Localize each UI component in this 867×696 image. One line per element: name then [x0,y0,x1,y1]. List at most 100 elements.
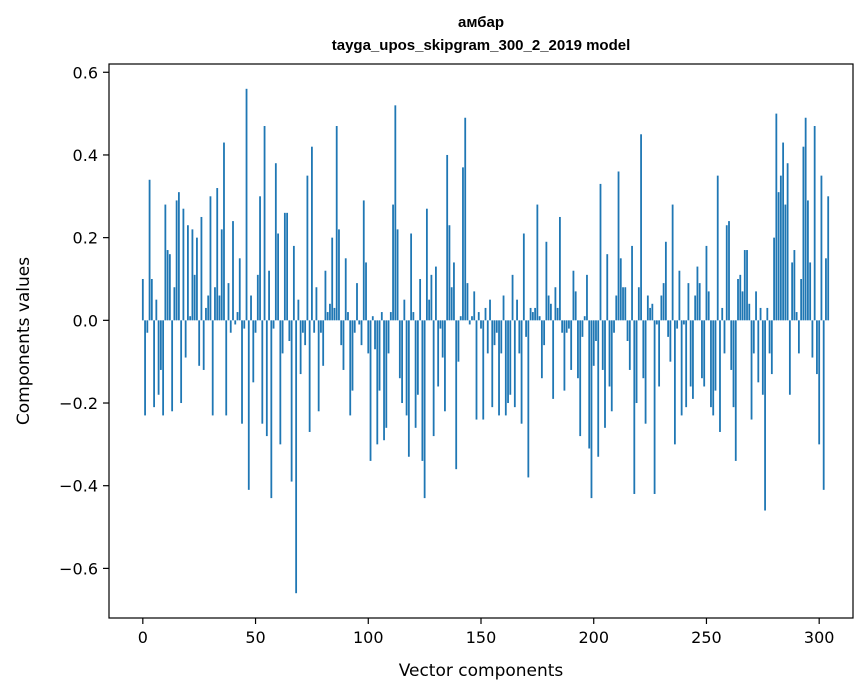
bar-13 [171,320,174,412]
bar-137 [450,287,453,321]
bar-304 [827,196,830,321]
bar-115 [401,320,403,404]
bar-98 [362,200,365,321]
bar-300 [818,320,821,445]
bar-205 [604,320,606,428]
bar-21 [189,316,192,321]
bar-302 [822,320,825,490]
bar-40 [232,221,234,321]
bar-7 [157,320,160,395]
bar-153 [486,320,489,354]
bar-285 [784,204,787,321]
bar-149 [477,312,480,321]
bar-32 [214,287,216,321]
y-tick-label: 0.4 [73,146,98,165]
bar-229 [658,320,661,387]
bar-256 [719,320,721,432]
bar-230 [660,295,663,321]
bar-243 [689,320,692,387]
y-tick-label: 0.2 [73,229,98,248]
bar-303 [825,258,827,321]
bar-132 [439,320,442,329]
bar-223 [644,320,647,424]
bar-70 [299,320,302,375]
bar-287 [788,320,791,395]
bar-15 [175,200,178,321]
bar-31 [211,320,214,416]
bar-187 [563,320,566,391]
bar-245 [694,295,697,321]
bar-1 [144,320,146,416]
bar-110 [389,312,392,321]
bar-64 [286,212,289,321]
bar-20 [187,225,189,321]
bar-146 [471,316,473,321]
bar-257 [721,307,724,321]
bar-27 [202,320,205,370]
bar-288 [791,262,794,321]
bar-292 [800,278,803,321]
x-tick-label: 100 [353,628,384,647]
bar-277 [766,307,769,321]
bar-180 [547,295,550,321]
bar-55 [265,320,268,437]
bar-141 [459,316,462,321]
bar-195 [581,320,584,337]
bar-139 [455,320,458,470]
bar-134 [444,320,446,412]
bar-148 [475,320,478,420]
bar-167 [518,320,521,354]
bar-118 [407,320,410,457]
bar-193 [577,320,579,379]
y-tick-label: 0.6 [73,63,98,82]
bar-225 [649,307,651,321]
bar-160 [502,295,505,321]
bar-261 [730,320,733,370]
bar-14 [173,287,176,321]
bar-280 [773,237,775,321]
bar-133 [441,320,444,358]
x-tick-label: 150 [466,628,497,647]
bar-163 [509,320,512,395]
bar-269 [748,303,751,321]
bar-202 [597,320,600,457]
bar-147 [473,291,476,321]
bar-232 [664,241,667,321]
bar-65 [288,320,291,341]
bar-9 [162,320,165,416]
bar-270 [750,320,753,420]
y-tick-label: −0.6 [59,559,98,578]
x-tick-label: 250 [691,628,722,647]
bar-296 [809,262,812,321]
bar-85 [333,307,336,321]
bar-49 [252,320,255,383]
bar-22 [191,229,194,321]
bar-231 [662,283,665,321]
bar-228 [655,320,658,325]
bar-209 [613,320,615,333]
bar-226 [651,303,654,321]
bar-234 [669,320,672,362]
bar-198 [588,320,591,449]
bar-203 [599,183,602,321]
bar-46 [245,88,248,321]
bar-48 [250,295,252,321]
bar-96 [358,320,361,325]
bar-207 [608,320,611,387]
bar-154 [489,299,491,321]
bar-186 [561,320,564,333]
bar-252 [710,320,712,408]
bar-182 [552,320,555,399]
bar-244 [692,320,694,399]
bar-30 [209,196,212,321]
chart-subtitle: tayga_upos_skipgram_300_2_2019 model [332,37,631,54]
bar-168 [520,320,523,424]
bar-170 [525,320,527,337]
bar-12 [168,254,171,321]
bar-111 [392,204,394,321]
bar-128 [430,274,433,321]
bar-254 [714,320,717,391]
bar-155 [491,320,494,408]
bar-294 [804,117,807,321]
x-axis: 0 50 100 150 200 250 300 [138,618,834,647]
